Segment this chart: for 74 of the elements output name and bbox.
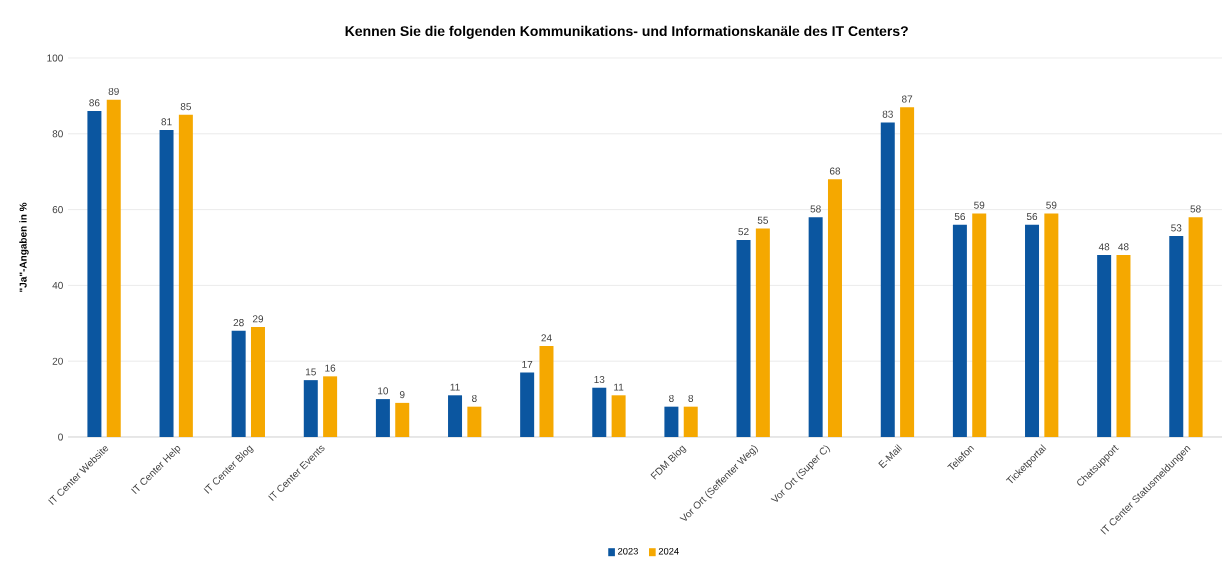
bar bbox=[159, 130, 174, 437]
y-tick-label: 0 bbox=[58, 433, 63, 441]
bar bbox=[1116, 255, 1131, 437]
y-tick-label: 80 bbox=[52, 130, 63, 138]
data-label: 48 bbox=[1098, 243, 1110, 251]
data-label: 68 bbox=[829, 167, 841, 175]
bar bbox=[827, 179, 842, 437]
bar bbox=[683, 406, 698, 437]
data-label: 83 bbox=[882, 110, 893, 118]
data-label: 59 bbox=[1046, 201, 1057, 209]
data-label: 17 bbox=[522, 360, 533, 368]
bar bbox=[303, 380, 318, 437]
data-label: 87 bbox=[901, 95, 913, 103]
data-label: 81 bbox=[161, 118, 172, 126]
data-label: 89 bbox=[108, 87, 119, 95]
bar bbox=[611, 395, 626, 437]
data-label: 56 bbox=[1026, 212, 1038, 221]
data-label: 85 bbox=[180, 103, 192, 111]
bar bbox=[323, 376, 338, 437]
data-label: 55 bbox=[757, 216, 768, 224]
legend-label: 2024 bbox=[658, 547, 679, 555]
data-label: 52 bbox=[738, 228, 749, 236]
bar bbox=[972, 213, 987, 437]
data-label: 10 bbox=[378, 387, 389, 395]
bar bbox=[250, 327, 265, 437]
bar bbox=[1188, 217, 1203, 437]
legend-label: 2023 bbox=[618, 547, 638, 555]
data-label: 8 bbox=[669, 394, 674, 402]
bar bbox=[1169, 236, 1184, 437]
data-label: 16 bbox=[325, 364, 336, 372]
bar bbox=[736, 239, 751, 437]
data-label: 48 bbox=[1118, 243, 1129, 251]
bar bbox=[952, 224, 967, 437]
y-tick-label: 60 bbox=[52, 206, 63, 214]
bar bbox=[87, 111, 102, 437]
y-tick-label: 100 bbox=[47, 54, 63, 62]
data-label: 53 bbox=[1171, 224, 1182, 232]
y-axis-title: "Ja"-Angaben in % bbox=[19, 202, 29, 292]
y-tick-label: 20 bbox=[52, 357, 63, 365]
y-tick-label: 40 bbox=[52, 281, 63, 289]
bar bbox=[900, 107, 915, 437]
data-label: 29 bbox=[252, 315, 264, 323]
data-label: 58 bbox=[810, 205, 821, 213]
data-label: 28 bbox=[233, 319, 244, 327]
bar bbox=[808, 217, 823, 437]
bar bbox=[1025, 224, 1040, 437]
data-label: 86 bbox=[89, 99, 100, 107]
bar bbox=[375, 399, 390, 437]
bar bbox=[880, 122, 895, 437]
data-label: 15 bbox=[305, 368, 316, 376]
bar bbox=[448, 395, 463, 437]
bar bbox=[1044, 213, 1059, 437]
data-label: 24 bbox=[541, 334, 552, 342]
data-label: 9 bbox=[399, 391, 405, 399]
bar bbox=[539, 346, 554, 437]
bar bbox=[1097, 255, 1112, 437]
data-label: 58 bbox=[1190, 205, 1201, 213]
data-label: 8 bbox=[472, 394, 477, 402]
chart-title: Kennen Sie die folgenden Kommunikations- und Informationskanäle des IT Centers? bbox=[345, 25, 908, 39]
data-label: 8 bbox=[688, 394, 694, 402]
bar bbox=[395, 402, 410, 437]
data-label: 11 bbox=[614, 383, 624, 391]
data-label: 59 bbox=[974, 201, 985, 209]
bar bbox=[106, 99, 121, 437]
bar bbox=[755, 228, 770, 437]
data-label: 11 bbox=[450, 383, 460, 391]
bar bbox=[178, 114, 193, 437]
data-label: 13 bbox=[594, 375, 605, 384]
data-label: 56 bbox=[954, 212, 966, 221]
bar bbox=[467, 406, 482, 437]
bar bbox=[520, 372, 535, 437]
bar bbox=[664, 406, 679, 437]
bar bbox=[231, 330, 246, 437]
bar bbox=[592, 387, 607, 437]
